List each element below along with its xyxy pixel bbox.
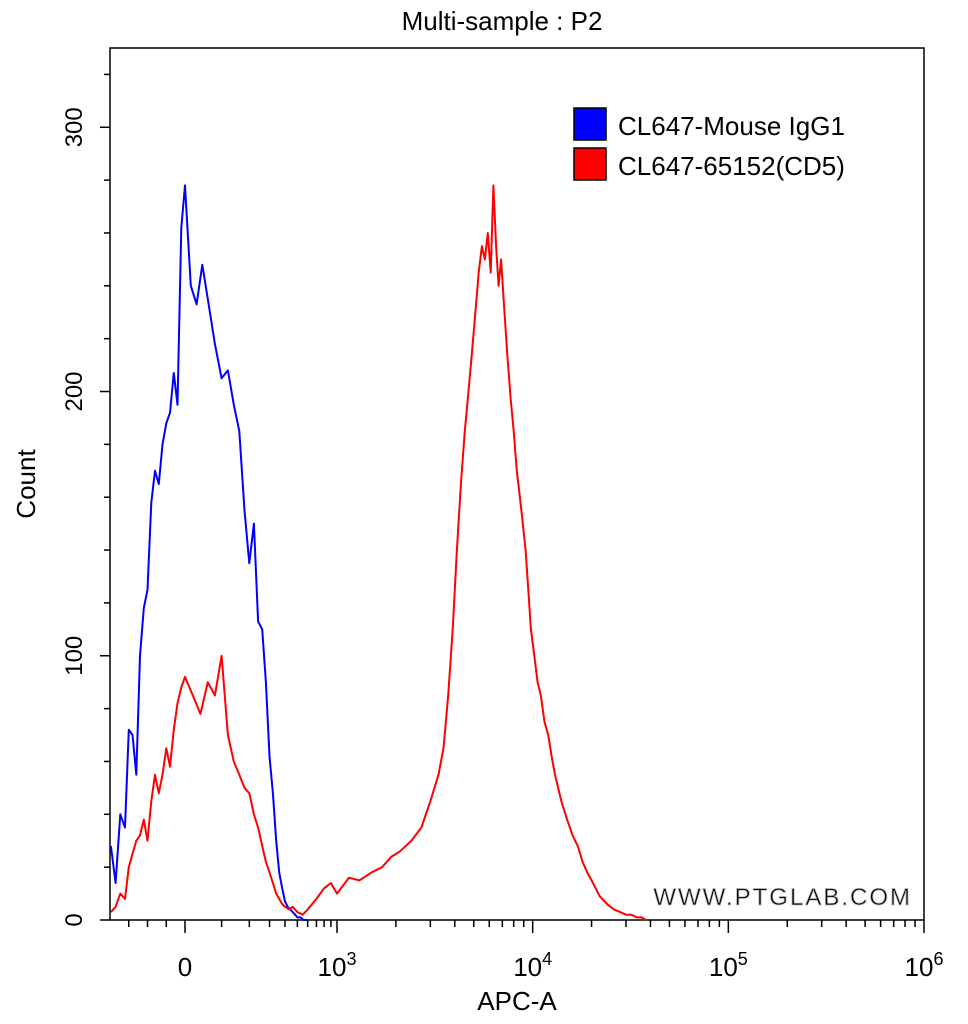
y-tick-label: 100 bbox=[61, 636, 88, 676]
series-line-isotype bbox=[109, 184, 308, 921]
legend-swatch bbox=[573, 147, 607, 181]
legend-swatch bbox=[573, 107, 607, 141]
x-axis-label: APC-A bbox=[477, 986, 557, 1016]
y-tick-label: 0 bbox=[61, 913, 88, 926]
x-tick-label: 103 bbox=[318, 949, 357, 982]
watermark: WWW.PTGLAB.COM bbox=[653, 884, 912, 911]
x-tick-label: 104 bbox=[513, 949, 552, 982]
x-axis: 0 103 104 105 106 bbox=[128, 920, 944, 982]
y-tick-label: 300 bbox=[61, 107, 88, 147]
series-layer bbox=[109, 184, 647, 921]
legend-label: CL647-Mouse IgG1 bbox=[618, 111, 845, 141]
x-tick-label: 106 bbox=[905, 949, 944, 982]
legend-label: CL647-65152(CD5) bbox=[618, 151, 845, 181]
x-tick-label: 105 bbox=[709, 949, 748, 982]
y-axis-label: Count bbox=[11, 449, 41, 519]
series-line-cd5 bbox=[110, 184, 647, 921]
plot-frame bbox=[109, 47, 925, 921]
y-tick-label: 200 bbox=[61, 371, 88, 411]
y-axis: 0 100 200 300 bbox=[61, 73, 110, 927]
x-tick-label: 0 bbox=[178, 952, 192, 982]
legend: CL647-Mouse IgG1 CL647-65152(CD5) bbox=[573, 107, 845, 181]
chart-title: Multi-sample : P2 bbox=[402, 6, 603, 36]
